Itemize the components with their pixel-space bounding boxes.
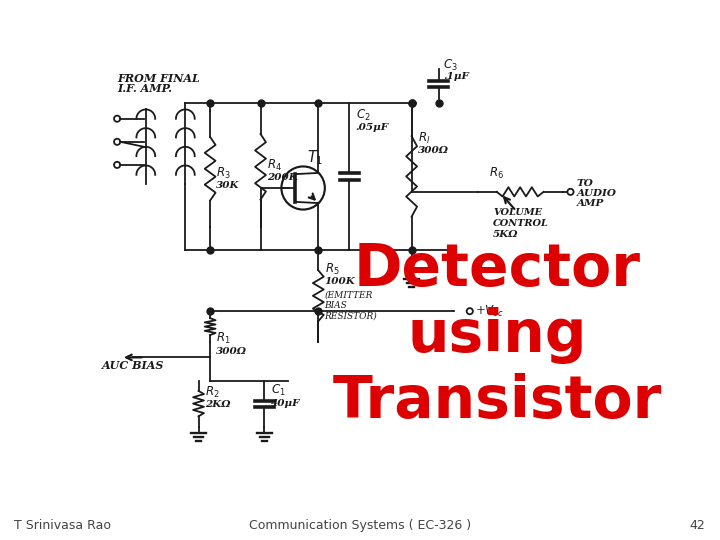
Text: (EMITTER: (EMITTER [325,291,373,299]
Text: BIAS: BIAS [325,301,347,310]
Text: $R_l$: $R_l$ [418,131,431,146]
Text: $R_5$: $R_5$ [325,262,339,277]
Text: $R_2$: $R_2$ [204,385,220,400]
Text: $C_1$: $C_1$ [271,383,285,399]
Text: 40μF: 40μF [271,399,300,408]
Text: $R_6$: $R_6$ [489,165,504,180]
Text: CONTROL: CONTROL [493,219,549,228]
Text: 300Ω: 300Ω [216,347,248,355]
Text: 30K: 30K [216,181,240,190]
Text: +$V_{cc}$: +$V_{cc}$ [475,304,504,319]
Text: 200K: 200K [266,173,297,183]
Text: 300Ω: 300Ω [418,146,449,156]
Text: FROM FINAL: FROM FINAL [117,73,200,84]
Text: Communication Systems ( EC-326 ): Communication Systems ( EC-326 ) [249,519,471,532]
Text: AUC BIAS: AUC BIAS [102,360,164,371]
Text: Detector
using
Transistor: Detector using Transistor [333,241,662,430]
Text: $R_3$: $R_3$ [216,165,231,180]
Text: RESISTOR): RESISTOR) [325,312,377,321]
Text: 2KΩ: 2KΩ [204,401,230,409]
Text: $T_1$: $T_1$ [307,148,323,167]
Text: 100K: 100K [325,277,355,286]
Text: .1μF: .1μF [444,72,469,80]
Text: 5KΩ: 5KΩ [493,230,518,239]
Text: T Srinivasa Rao: T Srinivasa Rao [14,519,112,532]
Text: VOLUME: VOLUME [493,208,542,217]
Text: I.F. AMP.: I.F. AMP. [117,83,172,94]
Text: $C_3$: $C_3$ [444,58,458,73]
Text: $R_4$: $R_4$ [266,158,282,173]
Text: AMP: AMP [577,199,604,208]
Text: $C_2$: $C_2$ [356,107,370,123]
Text: .05μF: .05μF [356,123,389,132]
Text: $R_1$: $R_1$ [216,331,231,346]
Text: TO: TO [577,179,593,188]
Text: AUDIO: AUDIO [577,188,616,198]
Text: 42: 42 [690,519,706,532]
